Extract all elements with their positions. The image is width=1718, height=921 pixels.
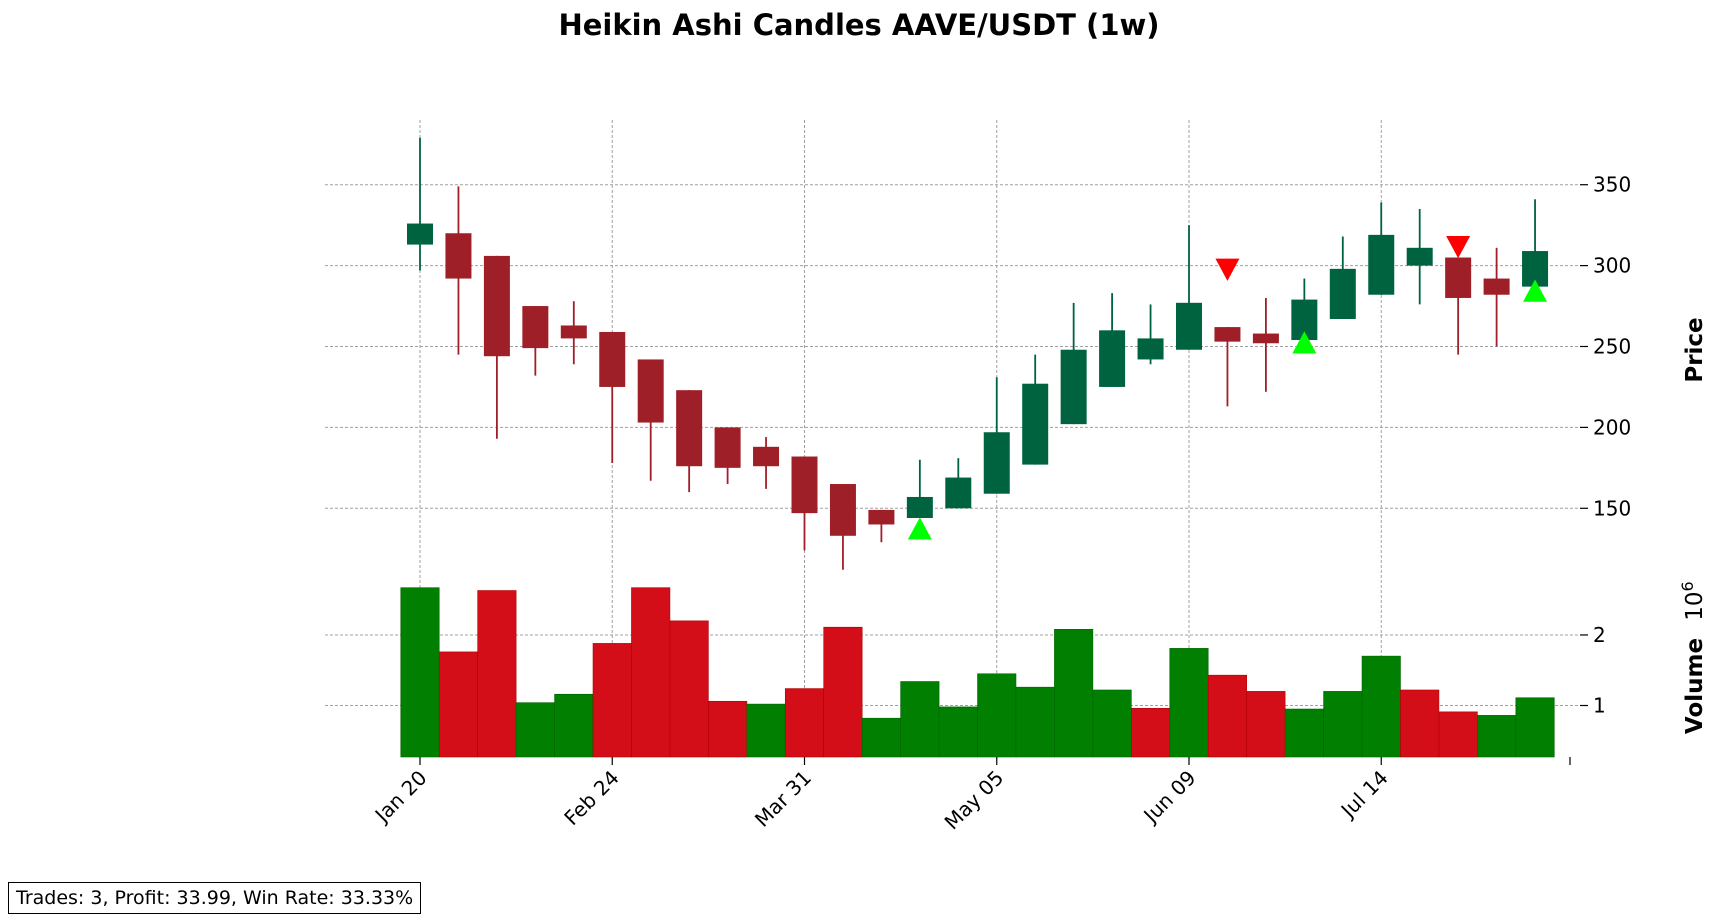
x-tick-label: Jun 09 xyxy=(1138,766,1201,829)
volume-bar xyxy=(784,688,825,758)
candle-body xyxy=(560,325,587,339)
volume-bar xyxy=(669,620,709,758)
volume-bar xyxy=(1284,708,1324,758)
candle-body xyxy=(714,427,741,468)
volume-bar xyxy=(823,626,863,758)
volume-axis-label: Volume xyxy=(1682,638,1708,734)
volume-bar xyxy=(1438,711,1478,758)
candle-body xyxy=(1022,383,1049,465)
x-tick-label: Jan 20 xyxy=(369,766,432,829)
volume-bar xyxy=(746,703,786,758)
volume-bar xyxy=(477,590,517,758)
price-tick-label: 350 xyxy=(1593,173,1631,197)
trade-stats-box: Trades: 3, Profit: 33.99, Win Rate: 33.3… xyxy=(8,882,422,914)
volume-bar xyxy=(515,702,555,758)
volume-bar xyxy=(1092,689,1132,758)
candle-body xyxy=(906,496,933,518)
volume-bar xyxy=(1477,715,1517,758)
candle-body xyxy=(791,456,818,514)
candle-body xyxy=(829,484,856,536)
candle-body xyxy=(1406,247,1433,266)
x-tick-label: Feb 24 xyxy=(559,766,624,831)
volume-bar xyxy=(1054,629,1094,758)
price-tick-label: 250 xyxy=(1593,335,1631,359)
x-tick-label: Mar 31 xyxy=(750,766,816,832)
price-tick-label: 300 xyxy=(1593,254,1631,278)
candle-body xyxy=(983,432,1010,494)
volume-bar xyxy=(438,651,478,758)
candle-body xyxy=(676,390,703,467)
candle-body xyxy=(637,359,664,423)
volume-bar xyxy=(1361,655,1401,758)
chart-title: Heikin Ashi Candles AAVE/USDT (1w) xyxy=(558,8,1160,42)
volume-bar xyxy=(1169,648,1209,758)
candle-body xyxy=(1214,327,1241,342)
candle-body xyxy=(753,446,780,467)
volume-bar xyxy=(1131,708,1171,758)
candle-body xyxy=(1060,349,1087,425)
volume-bar xyxy=(1515,697,1555,758)
volume-bar xyxy=(1015,686,1055,758)
volume-bar xyxy=(1400,689,1440,758)
volume-bar xyxy=(900,681,940,758)
sell-signal-marker xyxy=(1446,235,1471,259)
candle-body xyxy=(868,509,895,525)
candle-body xyxy=(599,331,626,387)
candle-body xyxy=(483,255,510,357)
volume-scale-label: 106 xyxy=(1678,581,1708,620)
volume-bar xyxy=(1246,691,1286,758)
volume-bar xyxy=(977,673,1017,758)
volume-bar xyxy=(861,717,901,758)
candle-body xyxy=(1252,333,1279,344)
volume-bar xyxy=(400,587,440,758)
volume-bar xyxy=(592,643,632,758)
candle-body xyxy=(1099,330,1126,387)
volume-tick-label: 2 xyxy=(1593,623,1606,647)
x-tick-label: Jul 14 xyxy=(1335,766,1393,824)
candle-body xyxy=(522,306,549,349)
candle-body xyxy=(407,223,433,245)
volume-tick-label: 1 xyxy=(1593,694,1606,718)
price-axis-label: Price xyxy=(1682,317,1708,382)
trade-signals xyxy=(907,235,1548,540)
volume-bar xyxy=(631,587,671,758)
volume-bar xyxy=(938,706,978,758)
candle-body xyxy=(1483,278,1510,295)
volume-bar xyxy=(1207,674,1247,758)
sell-signal-marker xyxy=(1215,258,1240,281)
volume-bars xyxy=(400,587,1555,758)
buy-signal-marker xyxy=(1292,331,1317,354)
candles xyxy=(407,137,1549,570)
candle-body xyxy=(1329,268,1356,319)
price-tick-label: 200 xyxy=(1593,415,1631,439)
buy-signal-marker xyxy=(907,517,932,540)
x-tick-label: May 05 xyxy=(940,766,1009,835)
candle-body xyxy=(1137,338,1164,360)
candle-body xyxy=(945,477,972,509)
buy-signal-marker xyxy=(1523,279,1548,302)
candle-body xyxy=(1445,257,1472,298)
price-tick-label: 150 xyxy=(1593,496,1631,520)
candle-body xyxy=(1176,302,1202,350)
volume-bar xyxy=(554,693,594,758)
volume-bar xyxy=(1323,691,1363,758)
candle-body xyxy=(445,233,472,279)
volume-bar xyxy=(708,700,748,758)
candle-body xyxy=(1368,234,1395,295)
